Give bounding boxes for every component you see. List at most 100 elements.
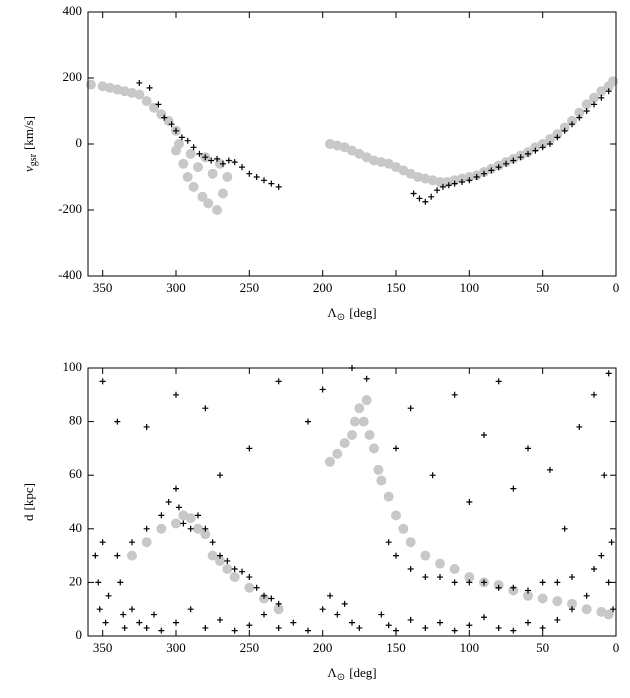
- y-tick-label: 40: [69, 520, 82, 535]
- observed-point: [422, 624, 429, 631]
- observed-point: [591, 566, 597, 572]
- observed-point: [319, 606, 326, 613]
- x-tick-label: 100: [460, 640, 480, 655]
- observed-point: [437, 574, 443, 581]
- model-point: [552, 596, 563, 607]
- observed-point: [158, 512, 165, 519]
- label-subscript: gsr: [28, 153, 39, 166]
- model-point: [449, 564, 460, 574]
- observed-point: [393, 445, 399, 452]
- observed-point: [341, 600, 348, 607]
- model-point: [229, 572, 240, 583]
- model-point: [244, 582, 255, 593]
- observed-point: [136, 619, 143, 626]
- observed-point: [569, 606, 575, 613]
- x-axis-label: Λ⊙ [deg]: [327, 665, 376, 683]
- model-point: [222, 564, 233, 574]
- model-point: [349, 416, 360, 427]
- observed-point: [610, 606, 617, 613]
- observed-point: [239, 568, 245, 575]
- observed-point: [143, 423, 150, 430]
- observed-point: [102, 619, 109, 626]
- model-point: [188, 181, 199, 192]
- model-point: [182, 172, 193, 182]
- observed-point: [598, 94, 605, 101]
- label-symbol: Λ: [327, 305, 337, 320]
- observed-point: [178, 134, 185, 141]
- label-symbol: v: [21, 166, 36, 172]
- model-point: [603, 609, 614, 620]
- observed-point: [143, 525, 150, 532]
- model-point: [325, 456, 335, 467]
- x-tick-label: 0: [613, 640, 620, 655]
- y-tick-label: -400: [58, 267, 82, 282]
- x-tick-label: 0: [613, 280, 620, 295]
- x-tick-label: 200: [313, 640, 333, 655]
- observed-point: [451, 627, 458, 634]
- x-tick-label: 200: [313, 280, 333, 295]
- observed-point: [217, 472, 223, 479]
- x-tick-label: 350: [93, 640, 113, 655]
- observed-point: [356, 624, 363, 631]
- model-point: [222, 172, 233, 182]
- observed-point: [290, 619, 297, 626]
- model-point: [574, 107, 585, 118]
- observed-point: [151, 611, 157, 618]
- observed-point: [268, 595, 275, 602]
- observed-point: [120, 611, 127, 618]
- observed-point: [407, 616, 414, 623]
- model-point: [332, 448, 343, 459]
- observed-point: [598, 552, 605, 559]
- observed-point: [275, 600, 282, 607]
- model-point: [537, 139, 548, 149]
- axes-frame: [87, 11, 617, 277]
- observed-point: [246, 445, 253, 452]
- model-point: [347, 430, 357, 440]
- observed-point: [268, 180, 275, 187]
- observed-point: [437, 619, 443, 626]
- x-tick-label: 350: [93, 280, 113, 295]
- model-point: [134, 89, 145, 100]
- model-point: [369, 443, 379, 454]
- observed-point: [554, 134, 561, 141]
- observed-point: [451, 391, 458, 398]
- observed-point: [481, 579, 487, 586]
- observed-point: [451, 579, 458, 586]
- label-unit: [deg]: [349, 305, 376, 320]
- model-point: [141, 537, 152, 548]
- observed-point: [209, 539, 216, 546]
- model-point: [537, 593, 548, 604]
- model-point: [364, 430, 375, 440]
- observed-point: [305, 418, 311, 425]
- observed-point: [117, 579, 124, 586]
- model-point: [405, 537, 416, 548]
- observed-point: [180, 520, 187, 527]
- observed-point: [231, 627, 238, 634]
- x-tick-label: 100: [460, 280, 480, 295]
- observed-point: [459, 178, 465, 185]
- observed-point: [114, 552, 121, 559]
- observed-point: [105, 592, 112, 599]
- observed-point: [385, 539, 392, 546]
- x-tick-label: 250: [240, 280, 260, 295]
- observed-point: [184, 137, 191, 144]
- label-symbol: d: [21, 514, 36, 521]
- observed-point: [561, 525, 568, 532]
- observed-point: [488, 167, 495, 174]
- observed-point: [202, 525, 209, 532]
- observed-point: [422, 574, 429, 581]
- observed-point: [410, 190, 417, 197]
- label-unit: [deg]: [349, 665, 376, 680]
- observed-point: [158, 627, 165, 634]
- observed-point: [547, 141, 553, 147]
- observed-point: [196, 150, 203, 157]
- y-tick-label: 80: [69, 413, 82, 428]
- observed-point: [576, 114, 583, 121]
- label-unit: [km/s]: [21, 116, 36, 150]
- observed-point: [217, 552, 223, 559]
- model-point: [207, 168, 218, 179]
- observed-point: [208, 157, 215, 164]
- observed-point: [385, 622, 392, 629]
- model-point: [207, 550, 218, 561]
